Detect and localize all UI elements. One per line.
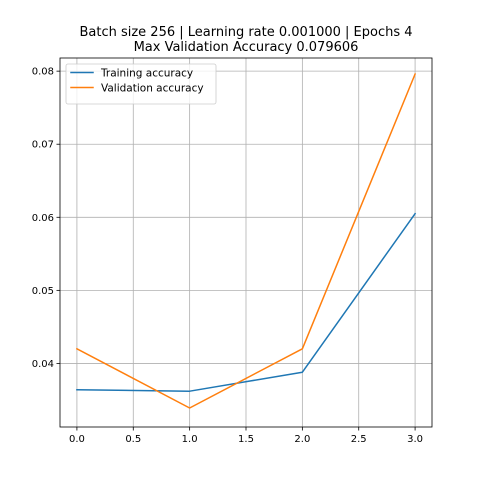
series-line-validation-accuracy [75, 73, 417, 409]
legend-label-validation-accuracy: Validation accuracy [101, 82, 204, 94]
x-tick-label: 2.0 [294, 434, 310, 445]
legend: Training accuracy Validation accuracy [65, 63, 217, 105]
series-line-training-accuracy [76, 212, 417, 392]
legend-frame [65, 63, 217, 105]
x-tick-label: 3.0 [407, 434, 423, 445]
y-tick-label: 0.07 [32, 140, 54, 151]
y-tick-label: 0.05 [32, 286, 54, 297]
x-tick-label: 2.5 [351, 434, 367, 445]
ticks: 0.0 0.5 1.0 1.5 2.0 2.5 3.0 0.04 0.05 0.06 0.07 0.0… [32, 67, 423, 445]
x-tick-label: 1.5 [238, 434, 254, 445]
x-tick-label: 0.5 [125, 434, 141, 445]
y-tick-label: 0.04 [32, 359, 54, 370]
y-tick-label: 0.08 [32, 67, 54, 78]
legend-label-training-accuracy: Training accuracy [100, 67, 193, 79]
chart-title-line-1: Batch size 256 | Learning rate 0.001000 … [79, 25, 412, 40]
chart-title-line-2: Max Validation Accuracy 0.079606 [134, 40, 359, 55]
x-tick-label: 0.0 [69, 434, 85, 445]
grid [60, 58, 432, 427]
x-tick-label: 1.0 [182, 434, 198, 445]
y-tick-label: 0.06 [32, 213, 54, 224]
series-layer [75, 73, 417, 409]
